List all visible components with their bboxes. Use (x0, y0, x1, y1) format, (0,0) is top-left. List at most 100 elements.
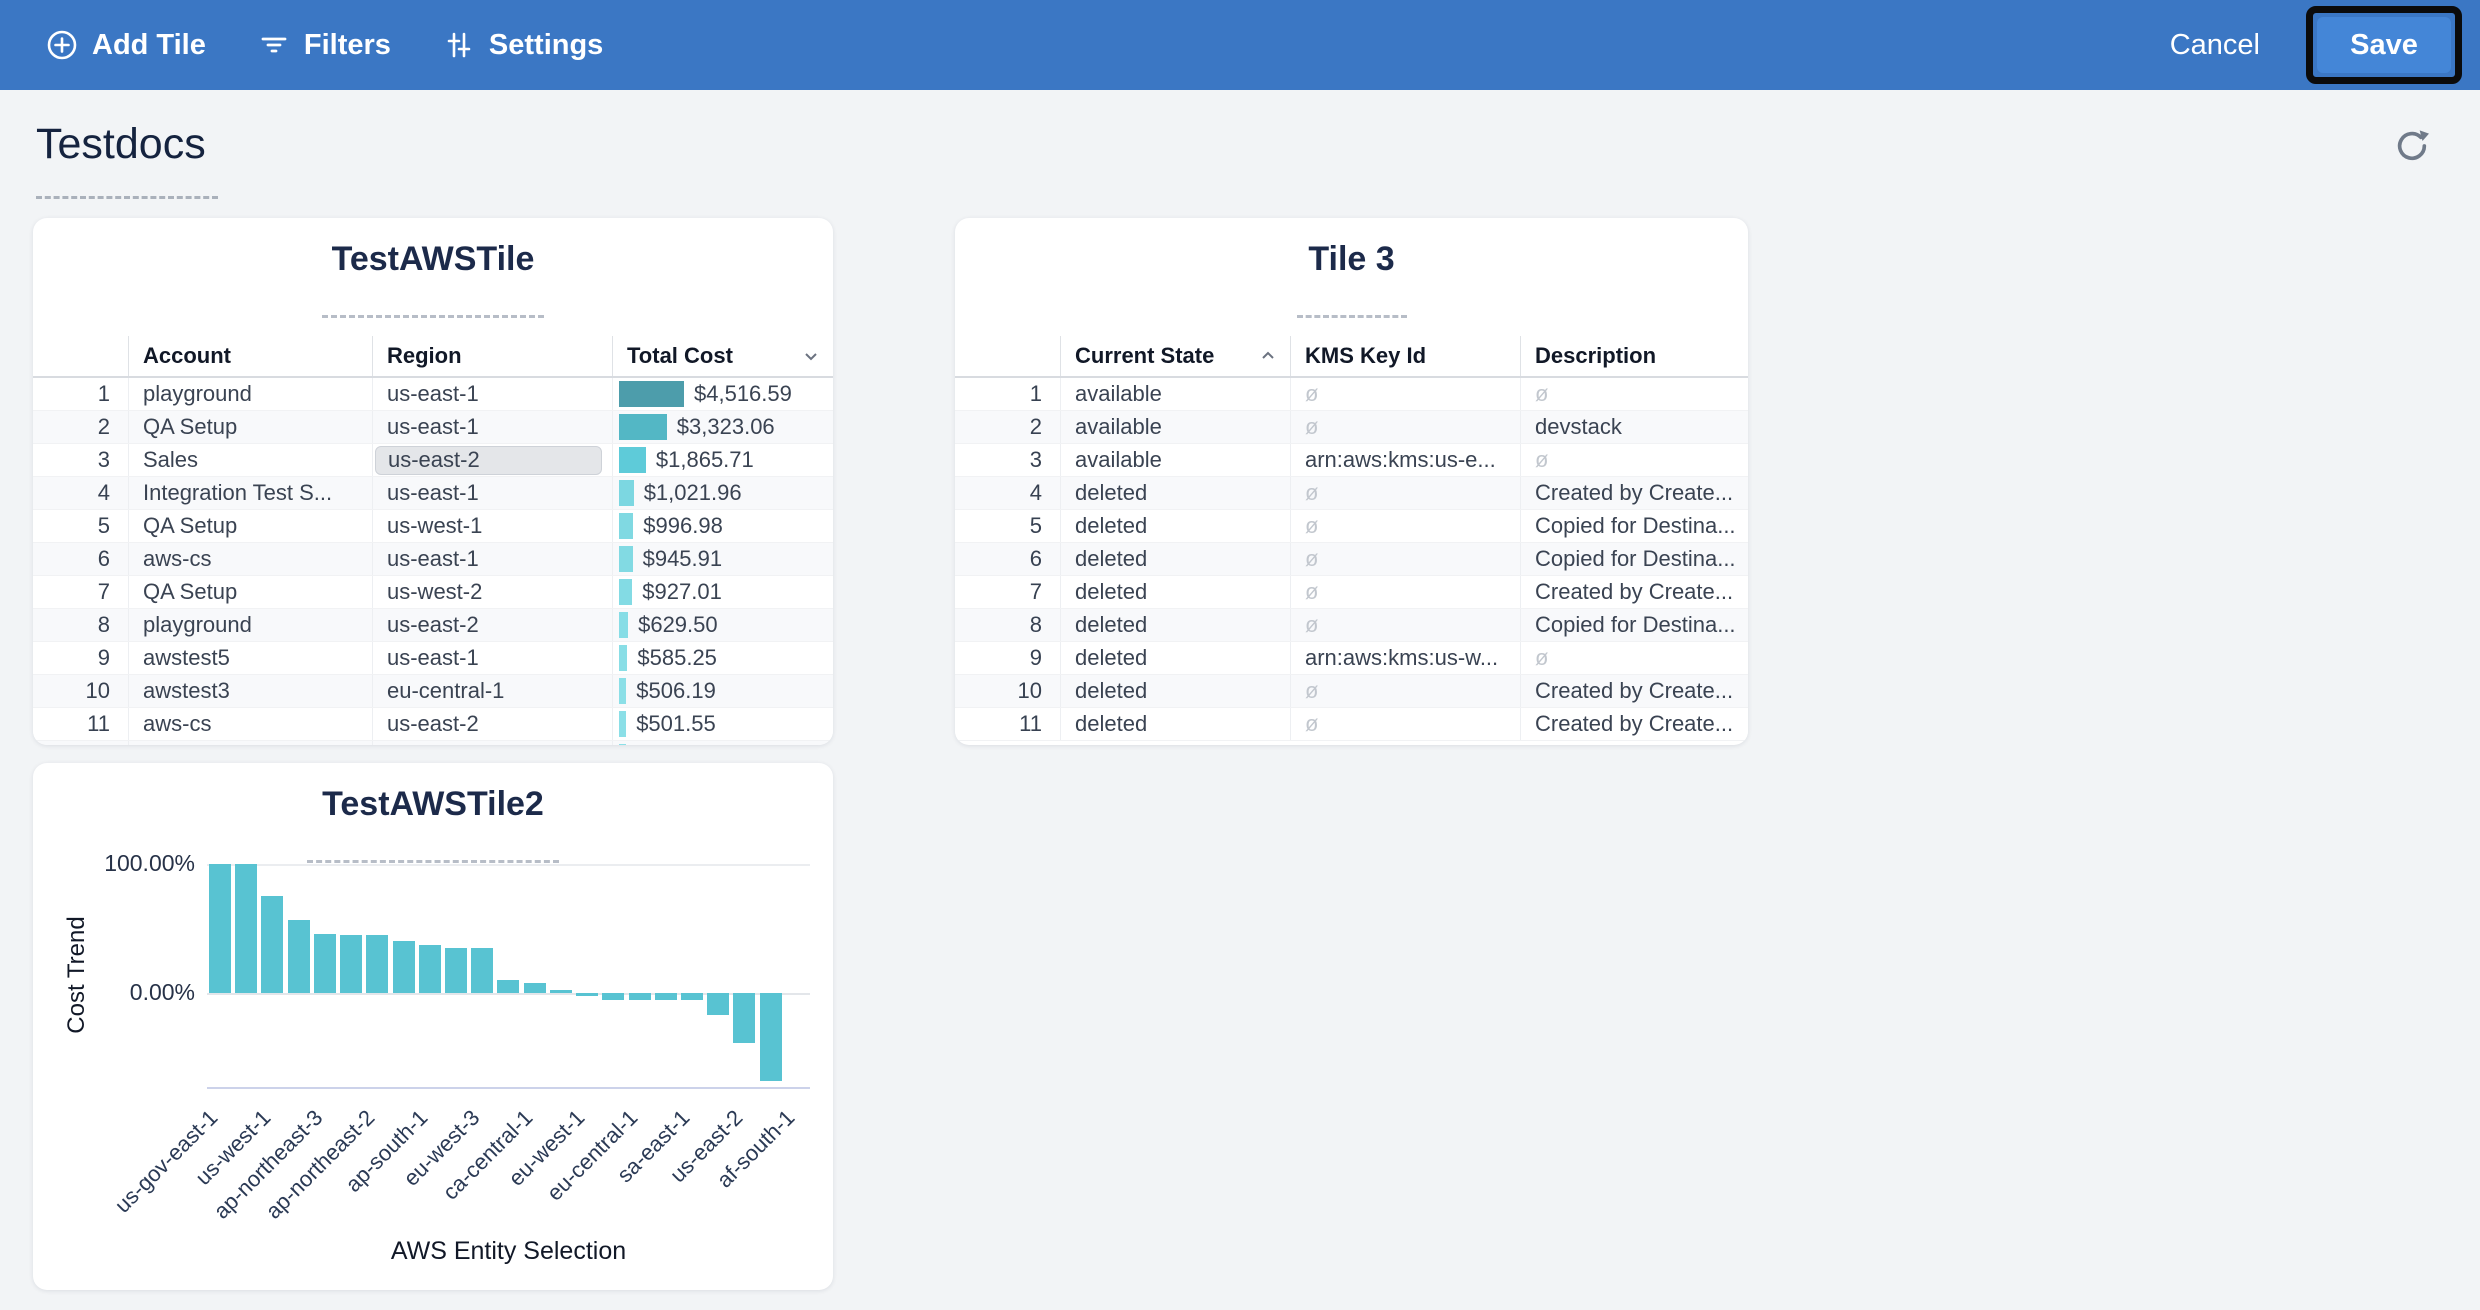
description-cell[interactable]: Copied for Destina... (1520, 543, 1748, 575)
table-row: 10 awstest3 eu-central-1 $506.19 (33, 675, 833, 708)
row-number-cell (33, 741, 128, 745)
account-cell[interactable]: QA Setup (128, 510, 372, 542)
description-cell[interactable]: Copied for Destina... (1520, 609, 1748, 641)
region-cell[interactable]: eu-central-1 (372, 675, 612, 707)
region-cell[interactable]: us-west-1 (372, 510, 612, 542)
cost-bar (619, 678, 627, 704)
add-tile-button[interactable]: Add Tile (46, 29, 206, 62)
description-cell[interactable]: ø (1520, 642, 1748, 674)
tile-title[interactable]: TestAWSTile (331, 240, 535, 278)
account-cell[interactable]: Sales (128, 444, 372, 476)
description-cell[interactable]: Created by Create... (1520, 675, 1748, 707)
state-cell[interactable]: available (1060, 411, 1290, 443)
column-header-description[interactable]: Description (1520, 336, 1748, 376)
state-cell[interactable]: deleted (1060, 642, 1290, 674)
description-cell[interactable]: devstack (1520, 411, 1748, 443)
account-cell[interactable]: aws-cs (128, 708, 372, 740)
state-cell[interactable]: deleted (1060, 708, 1290, 740)
kms-cell[interactable]: ø (1290, 609, 1520, 641)
total-cost-cell[interactable]: $585.25 (612, 642, 833, 674)
cost-bar (619, 414, 667, 440)
total-cost-cell[interactable]: $4,516.59 (612, 378, 833, 410)
column-header-kms-key-id[interactable]: KMS Key Id (1290, 336, 1520, 376)
state-cell[interactable]: available (1060, 378, 1290, 410)
description-cell[interactable]: Copied for Destina... (1520, 510, 1748, 542)
total-cost-cell[interactable]: $1,865.71 (612, 444, 833, 476)
aws-table-body: 1 playground us-east-1 $4,516.59 2 QA Setup us… (33, 378, 833, 745)
description-cell[interactable]: ø (1520, 444, 1748, 476)
account-cell[interactable]: awstest5 (128, 642, 372, 674)
account-cell[interactable]: Integration Test S... (128, 477, 372, 509)
state-cell[interactable]: deleted (1060, 576, 1290, 608)
filters-button[interactable]: Filters (258, 29, 391, 62)
region-cell[interactable]: us-east-1 (372, 378, 612, 410)
total-cost-cell[interactable]: $629.50 (612, 609, 833, 641)
account-cell[interactable]: QA Setup (128, 576, 372, 608)
column-header-current-state[interactable]: Current State (1060, 336, 1290, 376)
state-cell[interactable]: deleted (1060, 675, 1290, 707)
tile-title[interactable]: Tile 3 (1308, 240, 1395, 278)
account-cell[interactable]: awstest3 (128, 675, 372, 707)
chart-bar (235, 864, 258, 993)
kms-cell[interactable]: ø (1290, 378, 1520, 410)
null-glyph: ø (1305, 381, 1319, 406)
region-cell[interactable]: us-east-2 (372, 609, 612, 641)
region-cell[interactable]: us-east-1 (372, 411, 612, 443)
page-title[interactable]: Testdocs (36, 120, 206, 168)
column-header-region[interactable]: Region (372, 336, 612, 376)
cancel-button[interactable]: Cancel (2169, 28, 2260, 61)
total-cost-cell[interactable] (612, 741, 833, 745)
account-cell[interactable]: aws-cs (128, 543, 372, 575)
state-cell[interactable]: deleted (1060, 510, 1290, 542)
cost-bar (619, 579, 633, 605)
region-cell[interactable]: us-east-1 (372, 642, 612, 674)
total-cost-cell[interactable]: $945.91 (612, 543, 833, 575)
settings-button[interactable]: Settings (443, 29, 603, 62)
total-cost-cell[interactable]: $1,021.96 (612, 477, 833, 509)
kms-cell[interactable]: ø (1290, 411, 1520, 443)
account-cell[interactable]: playground (128, 378, 372, 410)
total-cost-cell[interactable]: $3,323.06 (612, 411, 833, 443)
account-cell[interactable] (128, 741, 372, 745)
description-cell[interactable]: ø (1520, 378, 1748, 410)
column-header-total-cost[interactable]: Total Cost (612, 336, 833, 376)
cost-value: $629.50 (638, 612, 718, 637)
kms-cell[interactable]: ø (1290, 576, 1520, 608)
state-cell[interactable]: deleted (1060, 543, 1290, 575)
description-cell[interactable]: Created by Create... (1520, 477, 1748, 509)
kms-cell[interactable]: arn:aws:kms:us-w... (1290, 642, 1520, 674)
kms-cell[interactable]: ø (1290, 477, 1520, 509)
state-cell[interactable]: deleted (1060, 477, 1290, 509)
region-cell[interactable]: us-east-2 (372, 708, 612, 740)
total-cost-cell[interactable]: $996.98 (612, 510, 833, 542)
chart-bar (261, 896, 284, 994)
kms-cell[interactable]: ø (1290, 510, 1520, 542)
column-header-account[interactable]: Account (128, 336, 372, 376)
chart-bar (759, 993, 782, 1081)
account-cell[interactable]: QA Setup (128, 411, 372, 443)
chart-bar (628, 993, 651, 1000)
kms-cell[interactable]: ø (1290, 543, 1520, 575)
state-cell[interactable]: deleted (1060, 609, 1290, 641)
region-cell[interactable]: us-east-1 (372, 543, 612, 575)
region-cell[interactable]: us-west-2 (372, 576, 612, 608)
description-cell[interactable]: Created by Create... (1520, 576, 1748, 608)
region-cell[interactable]: us-east-2 (372, 444, 612, 476)
kms-cell[interactable]: arn:aws:kms:us-e... (1290, 444, 1520, 476)
kms-cell[interactable]: ø (1290, 708, 1520, 740)
tile-title[interactable]: TestAWSTile2 (322, 785, 544, 823)
row-number-header (955, 336, 1060, 376)
description-cell[interactable]: Created by Create... (1520, 708, 1748, 740)
account-cell[interactable]: playground (128, 609, 372, 641)
chart-bar (602, 993, 625, 1000)
refresh-icon[interactable] (2392, 126, 2432, 166)
total-cost-cell[interactable]: $501.55 (612, 708, 833, 740)
region-cell[interactable] (372, 741, 612, 745)
chart-bar (418, 945, 441, 993)
total-cost-cell[interactable]: $506.19 (612, 675, 833, 707)
kms-cell[interactable]: ø (1290, 675, 1520, 707)
state-cell[interactable]: available (1060, 444, 1290, 476)
region-cell[interactable]: us-east-1 (372, 477, 612, 509)
total-cost-cell[interactable]: $927.01 (612, 576, 833, 608)
save-button[interactable]: Save (2317, 17, 2451, 73)
